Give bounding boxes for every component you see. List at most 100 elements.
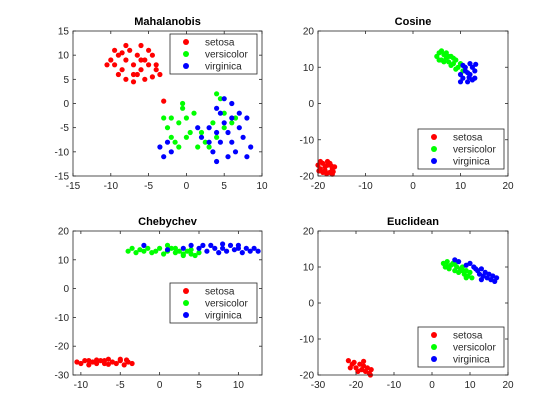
data-point-virginica xyxy=(161,154,167,160)
data-point-virginica xyxy=(212,245,218,251)
data-point-versicolor xyxy=(183,134,189,140)
legend-marker-setosa xyxy=(183,39,189,45)
data-point-virginica xyxy=(236,110,242,116)
legend-label-versicolor: versicolor xyxy=(205,299,248,310)
subplot-4: -30 -20 -10 0 10 20-20-1001020Euclideansetosa… xyxy=(300,216,514,391)
data-point-virginica xyxy=(221,120,227,126)
data-point-virginica xyxy=(235,242,241,248)
legend-marker-setosa xyxy=(183,288,189,294)
y-tick-label: 15 xyxy=(58,27,70,38)
x-tick-label: 0 xyxy=(429,380,435,391)
data-point-virginica xyxy=(243,245,249,251)
data-point-versicolor xyxy=(187,129,193,136)
data-point-versicolor xyxy=(176,144,182,150)
x-tick-label: 10 xyxy=(233,380,245,391)
data-point-virginica xyxy=(465,79,471,85)
y-tick-label: 0 xyxy=(63,99,69,110)
data-point-setosa xyxy=(322,164,328,170)
x-tick-label: 0 xyxy=(410,181,416,192)
data-point-virginica xyxy=(456,259,462,265)
data-point-setosa xyxy=(119,67,125,73)
x-tick-label: 20 xyxy=(502,181,514,192)
data-point-setosa xyxy=(146,47,152,53)
data-point-virginica xyxy=(220,241,226,247)
subplot-3: -10 -5 0 5 10 -30 -20 -10 0 10 20 Chebychev setosave… xyxy=(55,216,263,391)
data-point-versicolor xyxy=(214,91,220,97)
data-point-virginica xyxy=(466,74,472,80)
data-point-versicolor xyxy=(176,248,182,254)
data-point-versicolor xyxy=(168,134,174,140)
data-point-setosa xyxy=(345,358,351,364)
data-point-virginica xyxy=(198,134,205,140)
data-point-virginica xyxy=(200,242,206,248)
data-point-versicolor xyxy=(444,263,450,269)
data-point-virginica xyxy=(467,260,473,266)
data-point-virginica xyxy=(225,129,231,136)
data-point-setosa xyxy=(330,169,336,175)
data-point-setosa xyxy=(324,171,330,177)
data-point-setosa xyxy=(142,57,148,63)
data-point-virginica xyxy=(210,149,216,155)
x-tick-label: -10 xyxy=(358,181,373,192)
data-point-setosa xyxy=(104,62,110,68)
data-point-virginica xyxy=(229,115,235,121)
legend-marker-virginica xyxy=(183,63,189,69)
data-point-setosa xyxy=(368,367,374,373)
legend-marker-versicolor xyxy=(431,344,437,350)
data-point-setosa xyxy=(142,76,148,82)
data-point-virginica xyxy=(225,154,231,160)
y-tick-label: -20 xyxy=(55,342,70,353)
data-point-setosa xyxy=(123,42,129,49)
data-point-versicolor xyxy=(217,96,223,102)
legend-marker-setosa xyxy=(431,134,437,140)
data-point-setosa xyxy=(355,368,361,374)
y-tick-label: 10 xyxy=(58,51,70,62)
data-point-versicolor xyxy=(202,139,208,145)
data-point-setosa xyxy=(94,357,100,363)
data-point-setosa xyxy=(149,52,155,58)
legend-label-virginica: virginica xyxy=(453,355,490,366)
x-tick-label: -20 xyxy=(349,380,364,391)
data-point-virginica xyxy=(214,158,220,165)
data-point-versicolor xyxy=(198,129,205,136)
data-point-setosa xyxy=(316,168,322,174)
data-point-setosa xyxy=(153,67,159,73)
data-point-setosa xyxy=(121,362,127,368)
data-point-setosa xyxy=(317,158,323,165)
data-point-setosa xyxy=(130,62,137,68)
y-tick-label: 20 xyxy=(303,227,315,238)
data-point-virginica xyxy=(478,277,484,283)
data-point-virginica xyxy=(478,266,484,272)
legend-label-setosa: setosa xyxy=(205,287,235,298)
data-point-virginica xyxy=(217,139,223,145)
data-point-setosa xyxy=(112,62,118,68)
data-point-setosa xyxy=(115,71,121,78)
data-point-setosa xyxy=(74,359,80,365)
data-point-versicolor xyxy=(176,120,182,126)
data-point-setosa xyxy=(138,67,144,73)
y-tick-label: -10 xyxy=(300,135,315,146)
x-tick-label: -5 xyxy=(144,181,153,192)
data-point-setosa xyxy=(117,356,123,362)
data-point-versicolor xyxy=(441,59,447,65)
legend-marker-versicolor xyxy=(431,146,437,152)
data-point-virginica xyxy=(168,149,174,155)
legend-label-virginica: virginica xyxy=(205,311,242,322)
data-point-versicolor xyxy=(172,245,178,251)
data-point-setosa xyxy=(138,57,144,63)
y-tick-label: -15 xyxy=(55,172,70,183)
data-point-virginica xyxy=(465,70,471,76)
legend-label-versicolor: versicolor xyxy=(453,145,496,156)
legend-label-virginica: virginica xyxy=(453,157,490,168)
data-point-virginica xyxy=(494,275,500,281)
x-tick-label: -15 xyxy=(66,181,81,192)
data-point-virginica xyxy=(206,125,212,131)
x-tick-label: 20 xyxy=(502,380,514,391)
data-point-virginica xyxy=(204,248,210,254)
chart-title: Mahalanobis xyxy=(134,16,201,28)
data-point-versicolor xyxy=(450,55,456,61)
data-point-versicolor xyxy=(444,259,450,265)
